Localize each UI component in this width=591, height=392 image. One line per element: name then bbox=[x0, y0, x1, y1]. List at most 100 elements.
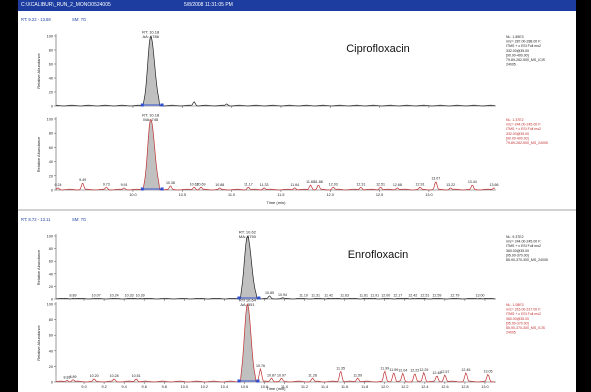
chart-2-smoothing: SM: 7G bbox=[72, 217, 86, 222]
chart-2-panel-quant-info-line: 85-90-370-300_MS_24005 bbox=[506, 258, 548, 262]
chart-2-panel-confirm-baseline-marker-right bbox=[256, 379, 260, 383]
chart-2-panel-quant-info-line: NL: 9.37E2 bbox=[506, 235, 524, 239]
chart-1-panel-confirm-y-tick-label: 40 bbox=[49, 160, 53, 164]
chart-1-panel-confirm-minor-peak-label: 12.03 bbox=[329, 182, 338, 186]
chart-2-x-tick-label: 11.6 bbox=[341, 385, 348, 389]
chart-1-panel-confirm-info-line: 332.00@35.00 bbox=[506, 132, 529, 136]
chart-2-panel-confirm-y-tick-label: 20 bbox=[49, 365, 53, 369]
chart-1-panel-confirm-integrated-peak-area bbox=[143, 119, 160, 190]
chart-1-panel-quant-y-tick-label: 100 bbox=[47, 35, 53, 39]
chart-2-panel-confirm-y-axis-label: Relative Abundance bbox=[36, 324, 41, 360]
chart-2-x-tick-label: 11.4 bbox=[321, 385, 328, 389]
chart-1-panel-confirm-minor-peak-label: 10.38 bbox=[166, 181, 175, 185]
chart-2-x-tick-label: 9.8 bbox=[162, 385, 167, 389]
chart-2-panel-confirm-info-line: 85-90-370-300_MS_ICIS bbox=[506, 326, 546, 330]
chart-2-panel-quant-baseline-marker-right bbox=[257, 296, 261, 300]
chart-2-panel-confirm-minor-peak-label: 8.83 bbox=[64, 376, 71, 380]
title-bar: C:\XCALIBUR\_RUN_2_MONO0524005 5/8/2008 … bbox=[18, 0, 576, 11]
chart-2-panel-quant-minor-peak-label: 10.24 bbox=[110, 294, 119, 298]
chart-1-panel-confirm-y-tick-label: 100 bbox=[47, 118, 53, 122]
chart-2-panel-quant-minor-peak-label: 11.63 bbox=[340, 294, 349, 298]
chart-2-panel-quant-minor-peak-label: 10.39 bbox=[136, 294, 145, 298]
chart-2-x-tick-label: 9.0 bbox=[81, 385, 86, 389]
chart-1-panel-confirm-minor-peak-label: 9.73 bbox=[103, 182, 110, 186]
chart-2-panel-confirm-minor-peak-label: 12.22 bbox=[410, 369, 419, 373]
chart-2-panel-quant-trace-line bbox=[55, 235, 495, 300]
chart-1-panel-confirm-peak-rt-label: RT: 10.18 bbox=[142, 113, 160, 118]
chart-1-panel-quant-baseline-marker-right bbox=[160, 103, 164, 107]
chart-1-panel-confirm-minor-peak-label: 13.66 bbox=[490, 183, 499, 187]
chart-2-panel-confirm-minor-peak-label: 8.89 bbox=[70, 375, 77, 379]
chart-1-panel-confirm-peak-area-label: MA: 745 bbox=[143, 117, 159, 122]
chart-1-panel-confirm-minor-peak-label: 9.91 bbox=[121, 183, 128, 187]
chart-2-x-axis-label: Time (min) bbox=[267, 386, 287, 391]
chart-1-panel-quant-info-line: ITMS + c ESI Full ms2 bbox=[506, 44, 541, 48]
chart-1-panel-quant-info-line: 24005 bbox=[506, 63, 516, 67]
chart-1-panel-confirm-y-tick-label: 80 bbox=[49, 132, 53, 136]
chart-1-panel-confirm-minor-peak-label: 11.17 bbox=[244, 182, 253, 186]
chart-1-panel-quant-y-tick-label: 0 bbox=[51, 105, 53, 109]
chart-1-panel-confirm-info-line: 79-89-262-500_MS_24005 bbox=[506, 141, 548, 145]
chart-2-panel-confirm-y-tick-label: 0 bbox=[51, 381, 53, 385]
chart-1-panel-confirm-info-line: NL: 1.37E2 bbox=[506, 118, 524, 122]
chart-1-panel-confirm-minor-peak-label: 11.88 bbox=[314, 180, 323, 184]
chart-2-panel-quant-info-line: 360.00@35.00 bbox=[506, 249, 529, 253]
chart-2-panel-quant-minor-peak-label: 12.42 bbox=[408, 294, 417, 298]
chart-2-x-tick-label: 12.0 bbox=[381, 385, 388, 389]
chart-1-panel-confirm-minor-peak-label: 10.62 bbox=[190, 182, 199, 186]
chart-2-panel-confirm-minor-peak-label: 10.97 bbox=[277, 373, 286, 377]
chart-2-panel-confirm-y-tick-label: 40 bbox=[49, 349, 53, 353]
chart-1-panel-confirm-baseline-marker-right bbox=[160, 187, 164, 191]
chart-2-panel-confirm-info-line: 360.00@35.00 bbox=[506, 317, 529, 321]
chart-2-compound-name: Enrofloxacin bbox=[348, 249, 409, 261]
chart-2-panel-confirm-minor-peak-label: 11.99 bbox=[380, 366, 389, 370]
chart-2-panel-quant-y-tick-label: 20 bbox=[49, 285, 53, 289]
chart-2-panel-confirm-integrated-peak-area bbox=[240, 304, 256, 382]
chart-2-panel-confirm-minor-peak-label: 11.99 bbox=[389, 368, 398, 372]
chart-2-x-tick-label: 9.2 bbox=[101, 385, 106, 389]
acquisition-datetime: 5/8/2008 11:31:05 PM bbox=[184, 2, 233, 8]
chart-1-panel-quant-info-line: m/z= 287.00-288.00 F: bbox=[506, 40, 541, 44]
chart-2-x-tick-label: 10.6 bbox=[241, 385, 248, 389]
chart-2-panel-quant-minor-peak-label: 12.59 bbox=[432, 294, 441, 298]
chart-2-panel-quant-minor-peak-label: 10.33 bbox=[125, 294, 134, 298]
chart-1-panel-confirm-y-axis-label: Relative Abundance bbox=[36, 136, 41, 172]
chart-2-panel-confirm-info-line: ITMS + c ESI Full ms2 bbox=[506, 312, 541, 316]
chart-2-panel-quant-minor-peak-label: 12.51 bbox=[420, 294, 429, 298]
chart-2-panel-confirm-baseline-marker-left bbox=[237, 379, 241, 383]
chart-2-x-tick-label: 11.2 bbox=[301, 385, 308, 389]
chart-1-panel-quant-y-tick-label: 80 bbox=[49, 49, 53, 53]
chart-1-x-tick-label: 12.0 bbox=[327, 193, 334, 197]
chart-1-panel-confirm-minor-peak-label: 13.44 bbox=[468, 180, 477, 184]
chart-1-panel-quant-y-axis-label: Relative Abundance bbox=[36, 52, 41, 88]
chart-2-panel-confirm-y-tick-label: 60 bbox=[49, 334, 53, 338]
chart-1-panel-confirm-y-tick-label: 60 bbox=[49, 146, 53, 150]
chart-2-x-tick-label: 10.8 bbox=[261, 385, 268, 389]
chart-1-panel-confirm-minor-peak-label: 11.80 bbox=[306, 180, 315, 184]
chart-2-panel-quant-info-line: ITMS + c ESI Full ms2 bbox=[506, 244, 541, 248]
chart-2-panel-quant-minor-peak-label: 12.17 bbox=[393, 294, 402, 298]
chart-1-panel-confirm-minor-peak-label: 9.24 bbox=[54, 183, 61, 187]
chromatogram-window: C:\XCALIBUR\_RUN_2_MONO0524005 5/8/2008 … bbox=[18, 0, 576, 392]
chart-2-panel-confirm-minor-peak-label: 10.51 bbox=[132, 374, 141, 378]
chart-2-x-tick-label: 10.0 bbox=[181, 385, 188, 389]
chart-1-panel-confirm-y-tick-label: 0 bbox=[51, 189, 53, 193]
chart-2-panel-quant-minor-peak-label: 11.42 bbox=[324, 294, 333, 298]
chart-1-panel-confirm-minor-peak-label: 10.88 bbox=[215, 183, 224, 187]
chart-2-panel-confirm-y-tick-label: 80 bbox=[49, 318, 53, 322]
raw-file-name: C:\XCALIBUR\_RUN_2_MONO0524005 bbox=[21, 2, 111, 8]
chart-2-x-tick-label: 11.0 bbox=[281, 385, 288, 389]
chart-2-panel-quant-minor-peak-label: 11.91 bbox=[370, 294, 379, 298]
chart-2-panel-confirm-minor-peak-label: 13.05 bbox=[483, 369, 492, 373]
chart-1-x-tick-label: 13.0 bbox=[425, 193, 432, 197]
chart-1-compound-name: Ciprofloxacin bbox=[346, 43, 410, 55]
chart-2-panel-confirm-minor-peak-label: 12.45 bbox=[461, 368, 470, 372]
chart-2-panel-quant-minor-peak-label: 11.31 bbox=[311, 294, 320, 298]
chart-2-panel-confirm-minor-peak-label: 10.20 bbox=[90, 374, 99, 378]
chart-2-panel-quant-minor-peak-label: 8.89 bbox=[70, 294, 77, 298]
chart-2-x-tick-label: 13.0 bbox=[481, 385, 488, 389]
chart-1-panel-quant-y-tick-label: 60 bbox=[49, 63, 53, 67]
chart-2-panel-confirm-info-line: m/z= 316.00-317.00 F: bbox=[506, 308, 541, 312]
chart-1-panel-quant-y-tick-label: 40 bbox=[49, 77, 53, 81]
chart-2-panel-quant-baseline-marker-left bbox=[237, 296, 241, 300]
